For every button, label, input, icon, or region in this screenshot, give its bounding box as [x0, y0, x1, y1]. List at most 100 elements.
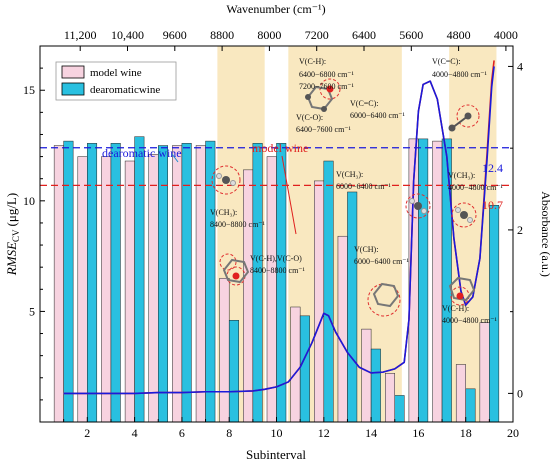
bar-model-wine — [148, 154, 159, 423]
top-tick-label: 8800 — [210, 28, 234, 42]
molecule-icon — [405, 193, 431, 219]
top-tick-label: 9600 — [163, 28, 187, 42]
legend-label-model: model wine — [90, 67, 142, 79]
bar-model-wine — [219, 277, 230, 423]
top-tick-label: 4800 — [447, 28, 471, 42]
y2-tick-label: 0 — [517, 386, 523, 400]
bar-model-wine — [266, 156, 277, 423]
reference-arrows — [171, 153, 297, 235]
bar-dearomatic-wine — [205, 140, 216, 423]
x-tick-label: 20 — [507, 426, 519, 440]
bar-model-wine — [53, 145, 64, 423]
annotation: 4000−4800 cm⁻¹ — [442, 316, 498, 325]
annotations: V(C-H): 6400−6800 cm⁻¹ 7200−7600 cm⁻¹ V(… — [210, 57, 504, 325]
top-tick-label: 5600 — [399, 28, 423, 42]
annotation: 7200−7600 cm⁻¹ — [299, 82, 355, 91]
top-tick-label: 11,200 — [64, 28, 97, 42]
model-ref-value: 10.7 — [482, 198, 503, 212]
bar-model-wine — [479, 322, 490, 423]
bar-dearomatic-wine — [441, 138, 452, 423]
bar-dearomatic-wine — [394, 395, 405, 423]
reference-labels: dearomatic wine model wine 12.4 10.7 — [102, 141, 503, 212]
annotation: V(CH₃): — [210, 208, 237, 217]
bar-model-wine — [77, 156, 88, 423]
y-axis-title: RMSECV (μg/L) — [4, 193, 21, 276]
model-ref-label: model wine — [252, 141, 308, 155]
molecule-icon — [451, 202, 477, 228]
x-tick-label: 10 — [271, 426, 283, 440]
annotation: V(C=C): — [350, 99, 379, 108]
annotation: 6400−6800 cm⁻¹ — [299, 70, 355, 79]
spectrum-line-dearomatic — [63, 66, 495, 395]
bar-dearomatic-wine — [489, 204, 500, 423]
x-tick-label: 6 — [179, 426, 185, 440]
annotation: 6000−6400 cm⁻¹ — [354, 257, 410, 266]
molecule-icon — [219, 253, 250, 286]
bar-model-wine — [361, 328, 372, 423]
molecule-icon — [448, 276, 476, 306]
bar-dearomatic-wine — [299, 315, 310, 423]
annotation: V(C-H),V(C-O) — [250, 254, 302, 263]
y-tick-label: 5 — [29, 304, 35, 318]
bar-model-wine — [101, 156, 112, 423]
bar-dearomatic-wine — [418, 138, 429, 423]
top-tick-label: 7200 — [305, 28, 329, 42]
legend-swatch-dearomatic — [61, 82, 85, 96]
dearomatic-ref-value: 12.4 — [482, 161, 503, 175]
y-axis-title-main: RMSE — [4, 242, 19, 276]
bar-model-wine — [314, 180, 325, 423]
top-tick-label: 6400 — [352, 28, 376, 42]
reference-lines — [40, 147, 513, 186]
x-axis: 2 4 6 8 10 12 14 16 18 20 — [63, 417, 519, 440]
annotation: 6000−6400 cm⁻¹ — [350, 111, 406, 120]
x-tick-label: 2 — [84, 426, 90, 440]
x-tick-label: 14 — [365, 426, 377, 440]
y-axis-title-unit: (μg/L) — [4, 193, 19, 227]
bar-model-wine — [243, 169, 254, 423]
legend-label-dearomatic: dearomaticwine — [90, 84, 160, 96]
top-tick-label: 4000 — [494, 28, 518, 42]
annotation: 8400−8800 cm⁻¹ — [210, 220, 266, 229]
bar-model-wine — [124, 160, 135, 423]
dearomatic-ref-label: dearomatic wine — [102, 146, 182, 160]
x-tick-label: 12 — [318, 426, 330, 440]
annotation: V(C-H): — [442, 304, 469, 313]
legend-swatch-model — [61, 65, 85, 79]
annotation: 8400−8800 cm⁻¹ — [250, 266, 306, 275]
bar-dearomatic-wine — [63, 140, 74, 423]
annotation: V(CH₃): — [448, 171, 475, 180]
y2-tick-label: 4 — [517, 59, 523, 73]
y-axis-title-sub: CV — [11, 229, 21, 242]
bar-model-wine — [455, 364, 466, 423]
top-tick-label: 8000 — [257, 28, 281, 42]
y-tick-label: 15 — [23, 83, 35, 97]
bar-model-wine — [290, 306, 301, 423]
molecule-icon — [211, 165, 241, 195]
y-axis: 5 10 15 — [23, 45, 45, 423]
bar-dearomatic-wine — [347, 191, 358, 423]
bar-dearomatic-wine — [134, 136, 145, 423]
molecule-icon — [305, 78, 341, 112]
top-axis-title: Wavenumber (cm⁻¹) — [226, 2, 325, 16]
annotation: 6000−6400 cm⁻¹ — [336, 182, 392, 191]
molecule-icon — [367, 282, 401, 317]
annotation: V(C-H): — [299, 57, 326, 66]
x-tick-label: 16 — [412, 426, 424, 440]
annotation: 4000−4800 cm⁻¹ — [448, 183, 504, 192]
molecule-icons — [211, 78, 480, 317]
spectrum-lines — [63, 60, 495, 395]
annotation: V(CH): — [354, 245, 378, 254]
annotation: 6400−7600 cm⁻¹ — [296, 125, 352, 134]
bar-dearomatic-wine — [158, 145, 168, 423]
bar-model-wine — [337, 235, 348, 423]
bar-dearomatic-wine — [465, 388, 476, 423]
y2-tick-label: 2 — [517, 223, 523, 237]
y-tick-label: 10 — [23, 194, 35, 208]
bar-dearomatic-wine — [323, 160, 334, 423]
annotation: 4000−4800 cm⁻¹ — [432, 70, 488, 79]
bar-model-wine — [172, 145, 183, 423]
bar-model-wine — [385, 373, 395, 423]
x-axis-title: Subinterval — [246, 447, 306, 462]
